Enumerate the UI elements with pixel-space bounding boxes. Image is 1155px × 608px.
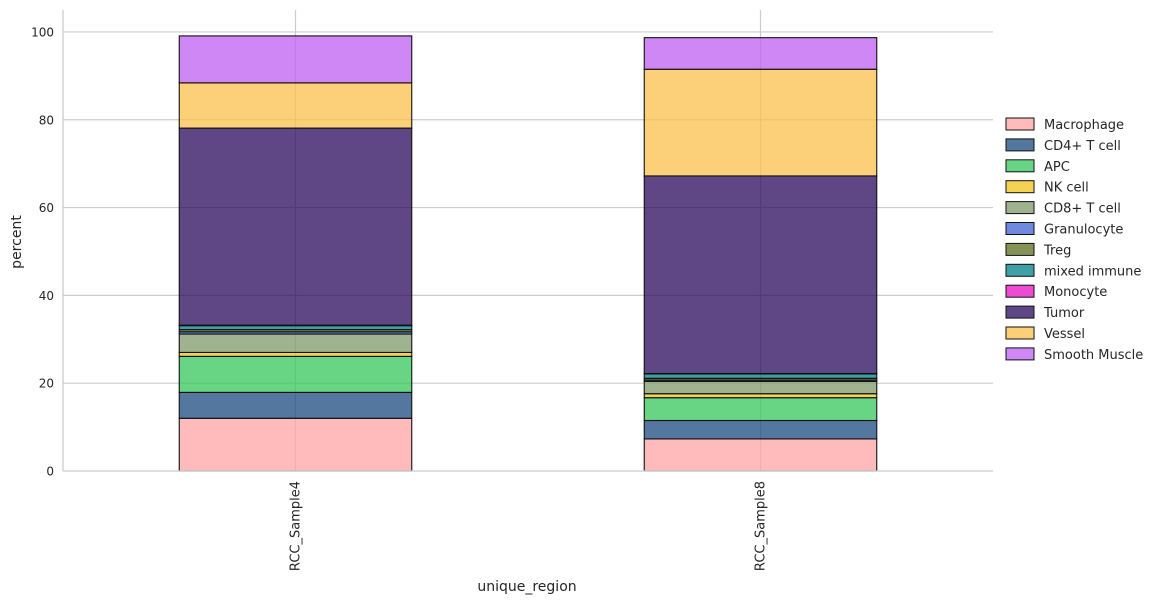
legend-label: Smooth Muscle bbox=[1044, 348, 1143, 363]
bar-segment bbox=[644, 374, 877, 378]
y-tick-label: 40 bbox=[39, 289, 54, 303]
legend-swatch bbox=[1006, 264, 1034, 276]
legend-label: Treg bbox=[1043, 243, 1071, 258]
legend-label: Vessel bbox=[1044, 327, 1085, 342]
legend-swatch bbox=[1006, 285, 1034, 297]
bar-segment bbox=[179, 334, 412, 352]
legend-swatch bbox=[1006, 223, 1034, 235]
x-tick-label: RCC_Sample8 bbox=[754, 481, 769, 571]
legend-label: CD4+ T cell bbox=[1044, 139, 1121, 154]
legend-label: mixed immune bbox=[1044, 264, 1141, 279]
y-tick-label: 0 bbox=[46, 465, 54, 479]
legend-swatch bbox=[1006, 160, 1034, 172]
legend-label: Tumor bbox=[1043, 306, 1085, 321]
legend-label: NK cell bbox=[1044, 181, 1089, 196]
bar-segment bbox=[644, 176, 877, 374]
bar-segment bbox=[644, 398, 877, 421]
x-axis-label: unique_region bbox=[477, 579, 576, 595]
legend-swatch bbox=[1006, 348, 1034, 360]
legend-label: Granulocyte bbox=[1044, 223, 1123, 238]
legend-swatch bbox=[1006, 243, 1034, 255]
bar-segment bbox=[644, 421, 877, 439]
legend-swatch bbox=[1006, 118, 1034, 130]
bar-segment bbox=[179, 356, 412, 392]
bar-segment bbox=[644, 69, 877, 176]
y-tick-label: 60 bbox=[39, 201, 54, 215]
bar-segment bbox=[644, 38, 877, 70]
bar-segment bbox=[179, 392, 412, 418]
bar-segment bbox=[644, 439, 877, 471]
y-tick-label: 100 bbox=[31, 25, 54, 39]
bar-layer bbox=[179, 36, 877, 471]
legend-swatch bbox=[1006, 139, 1034, 151]
bar-segment bbox=[644, 381, 877, 393]
bar-segment bbox=[179, 36, 412, 83]
y-tick-label: 80 bbox=[39, 113, 54, 127]
bar-segment bbox=[179, 418, 412, 471]
y-tick-label: 20 bbox=[39, 377, 54, 391]
legend-swatch bbox=[1006, 202, 1034, 214]
bar-segment bbox=[179, 352, 412, 356]
legend: Macrophage CD4+ T cell APC NK cell CD8+ T ce… bbox=[1006, 118, 1143, 363]
x-tick-label: RCC_Sample4 bbox=[289, 481, 304, 571]
bar-segment bbox=[644, 394, 877, 398]
legend-swatch bbox=[1006, 181, 1034, 193]
legend-label: Macrophage bbox=[1044, 118, 1124, 133]
y-axis-label: percent bbox=[9, 215, 25, 269]
bar-segment bbox=[179, 128, 412, 325]
bar-segment bbox=[179, 83, 412, 128]
legend-label: CD8+ T cell bbox=[1044, 202, 1121, 217]
legend-label: APC bbox=[1044, 160, 1070, 175]
legend-swatch bbox=[1006, 327, 1034, 339]
bar-segment bbox=[179, 326, 412, 330]
legend-swatch bbox=[1006, 306, 1034, 318]
legend-label: Monocyte bbox=[1044, 285, 1107, 300]
